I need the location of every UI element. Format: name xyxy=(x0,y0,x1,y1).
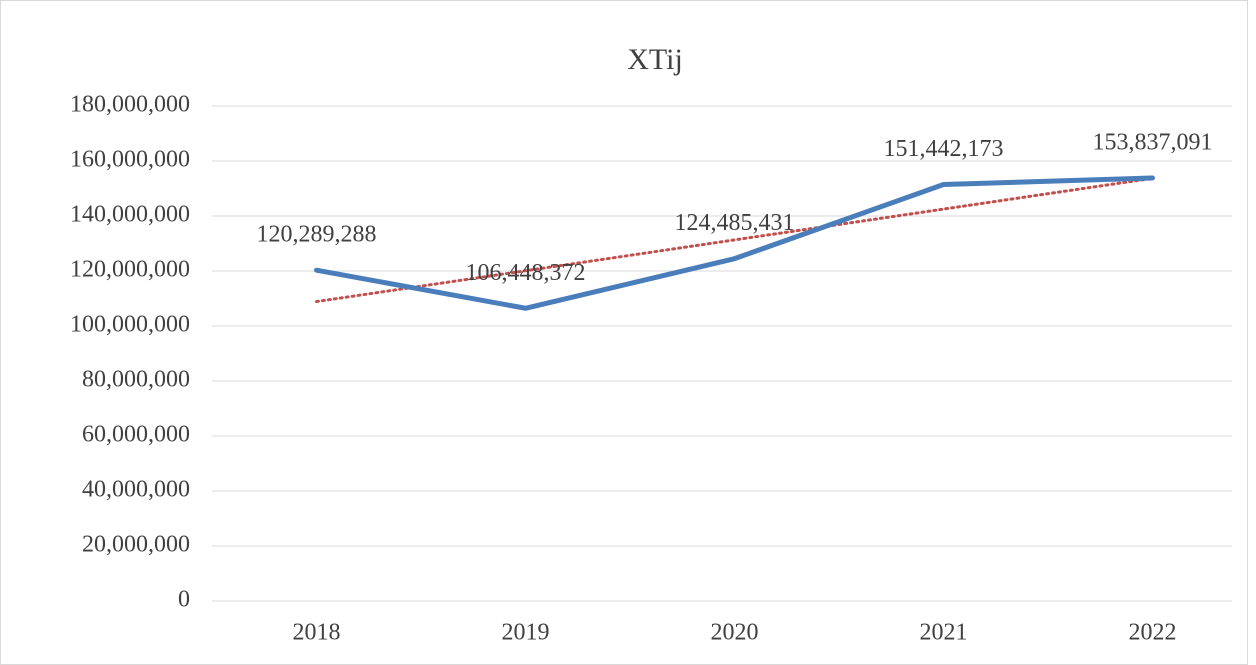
x-tick-label: 2018 xyxy=(293,620,341,646)
data-line xyxy=(314,175,1155,311)
data-label: 153,837,091 xyxy=(1093,129,1213,155)
x-tick-label: 2020 xyxy=(711,620,759,646)
x-tick-label: 2021 xyxy=(920,620,968,646)
y-tick-label: 140,000,000 xyxy=(70,202,190,228)
y-tick-label: 0 xyxy=(178,587,190,613)
data-label: 120,289,288 xyxy=(257,222,377,248)
chart-title: XTij xyxy=(627,43,683,76)
y-tick-label: 120,000,000 xyxy=(70,257,190,283)
x-tick-label: 2019 xyxy=(502,620,550,646)
x-tick-label: 2022 xyxy=(1129,620,1177,646)
y-tick-label: 100,000,000 xyxy=(70,312,190,338)
y-tick-label: 180,000,000 xyxy=(70,92,190,118)
y-tick-label: 60,000,000 xyxy=(82,422,190,448)
y-tick-label: 20,000,000 xyxy=(82,532,190,558)
data-label: 124,485,431 xyxy=(675,210,795,236)
y-tick-label: 80,000,000 xyxy=(82,367,190,393)
data-label: 106,448,372 xyxy=(466,260,586,286)
y-tick-label: 40,000,000 xyxy=(82,477,190,503)
data-label: 151,442,173 xyxy=(884,136,1004,162)
trendline xyxy=(315,176,1154,304)
y-tick-label: 160,000,000 xyxy=(70,147,190,173)
